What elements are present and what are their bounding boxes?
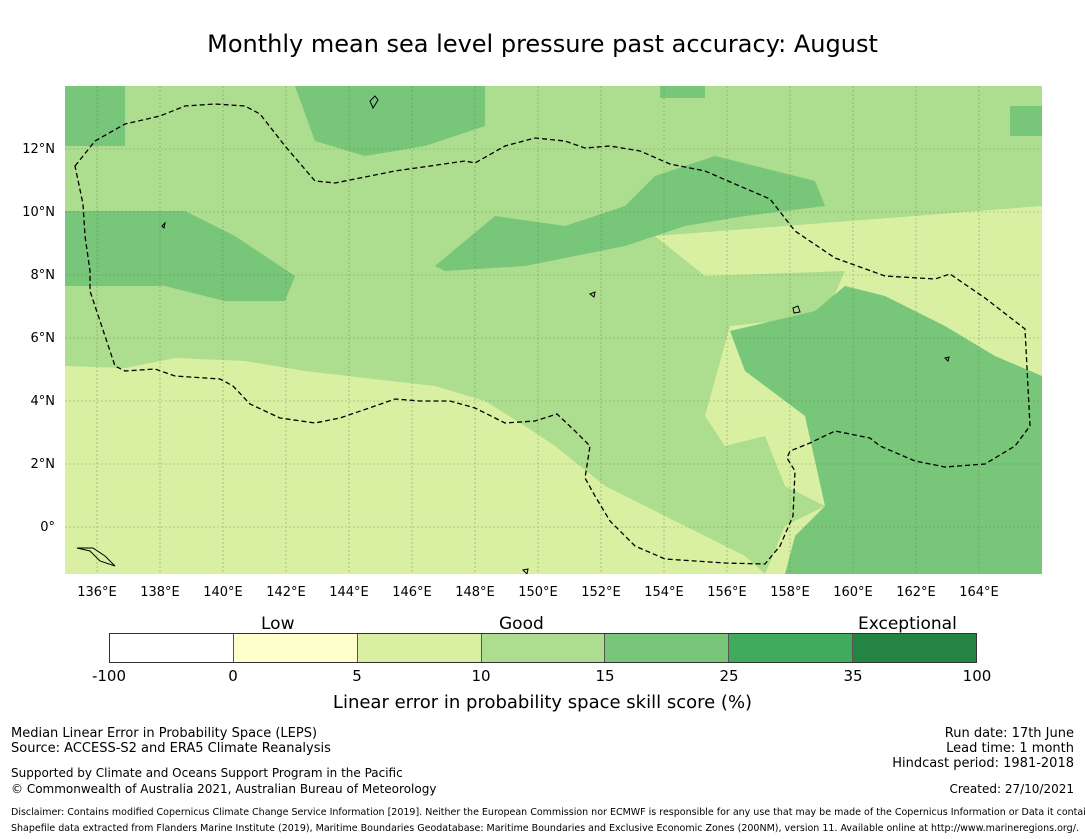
eez-boundary [74,103,1031,565]
lon-label: 150°E [518,585,558,600]
colorbar-tick: 35 [843,667,863,685]
lat-label: 8°N [30,268,56,283]
lon-label: 156°E [707,585,747,600]
graticule [65,86,1042,574]
lon-label: 160°E [833,585,873,600]
footer-disclaimer: Disclaimer: Contains modified Copernicus… [11,807,1085,818]
lon-label: 162°E [896,585,936,600]
footer-support: Supported by Climate and Oceans Support … [11,766,403,780]
skill-fill-very-good [65,86,1042,574]
colorbar-segment [605,634,730,662]
islands [76,95,950,574]
lat-label: 6°N [30,331,56,346]
lon-label: 140°E [203,585,243,600]
footer-lead-time: Lead time: 1 month [946,741,1074,756]
colorbar [109,633,977,663]
footer-copyright: © Commonwealth of Australia 2021, Austra… [11,782,437,796]
colorbar-tick: 25 [719,667,739,685]
footer-hindcast: Hindcast period: 1981-2018 [892,756,1074,771]
colorbar-tick: 0 [228,667,238,685]
lon-label: 154°E [644,585,684,600]
lat-label: 10°N [22,205,55,220]
lat-label: 2°N [30,457,56,472]
colorbar-segment [481,634,606,662]
colorbar-category-good: Good [499,614,544,634]
colorbar-tick: 15 [595,667,615,685]
lon-label: 158°E [770,585,810,600]
colorbar-tick: 5 [352,667,362,685]
footer-source: Source: ACCESS-S2 and ERA5 Climate Reana… [11,741,331,756]
footer-created: Created: 27/10/2021 [949,782,1074,796]
lon-label: 148°E [455,585,495,600]
lat-label: 4°N [30,394,56,409]
map-canvas [65,86,1042,574]
colorbar-segment [110,634,234,662]
colorbar-segment [357,634,482,662]
lon-label: 146°E [392,585,432,600]
colorbar-tick: 10 [471,667,491,685]
skill-map [65,86,1042,574]
footer-run-date: Run date: 17th June [944,726,1074,741]
colorbar-segment [853,634,977,662]
lat-label: 0° [40,520,55,535]
lon-label: 142°E [266,585,306,600]
colorbar-label: Linear error in probability space skill … [332,692,753,713]
lon-label: 138°E [140,585,180,600]
lon-label: 164°E [959,585,999,600]
colorbar-category-exceptional: Exceptional [858,614,957,634]
colorbar-segment [729,634,854,662]
colorbar-category-low: Low [261,614,295,634]
colorbar-tick: -100 [91,667,127,685]
lon-label: 144°E [329,585,369,600]
colorbar-tick: 100 [962,667,992,685]
lon-label: 136°E [77,585,117,600]
lat-label: 12°N [22,142,55,157]
colorbar-segment [233,634,358,662]
footer-shapefile: Shapefile data extracted from Flanders M… [11,823,1079,834]
lon-label: 152°E [581,585,621,600]
map-title: Monthly mean sea level pressure past acc… [207,30,878,58]
footer-leps: Median Linear Error in Probability Space… [11,726,318,741]
